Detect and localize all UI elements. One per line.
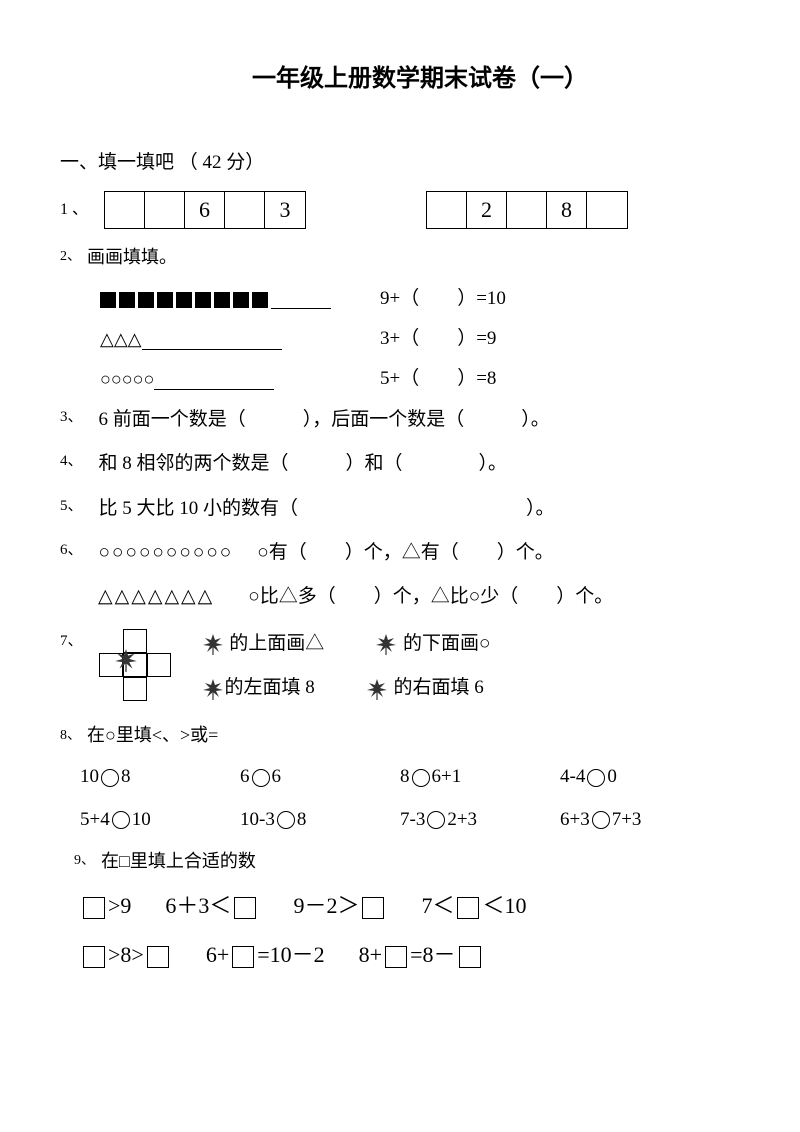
q-num: 6、	[60, 538, 83, 568]
q7-r1b: 的下面画○	[403, 633, 490, 654]
compare-expr: 7-32+3	[400, 805, 560, 835]
compare-expr: 10-38	[240, 805, 400, 835]
leaf-icon	[365, 677, 389, 701]
page-title: 一年级上册数学期末试卷（一）	[100, 60, 740, 98]
q9-rows: >9 6＋3＜ 9－2＞ 7＜＜10 >8> 6+=10－2 8+=8－	[80, 888, 740, 972]
q-num: 3、	[60, 405, 83, 435]
box-cell	[225, 192, 265, 228]
box-cell: 8	[547, 192, 587, 228]
compare-expr: 5+410	[80, 805, 240, 835]
number-boxes-1: 6 3	[104, 191, 306, 229]
leaf-icon	[201, 632, 225, 656]
fill-box-expr: 8+=8－	[359, 937, 484, 972]
shapes-with-blank: △△△	[100, 325, 380, 354]
fill-box-expr: 9－2＞	[293, 888, 387, 923]
q8-label: 在○里填<、>或=	[87, 721, 218, 750]
equation: 3+（ ）=9	[380, 324, 496, 354]
compare-expr: 86+1	[400, 762, 560, 792]
q2-line: ○○○○○5+（ ）=8	[100, 364, 740, 394]
q2-label: 画画填填。	[87, 243, 177, 272]
q-num: 5、	[60, 494, 83, 524]
equation: 9+（ ）=10	[380, 284, 506, 314]
question-5: 5、 比 5 大比 10 小的数有（ ）。	[60, 494, 740, 524]
leaf-icon	[374, 632, 398, 656]
box-cell	[587, 192, 627, 228]
box-cell	[427, 192, 467, 228]
number-boxes-2: 2 8	[426, 191, 628, 229]
box-cell	[507, 192, 547, 228]
question-8-head: 8、 在○里填<、>或=	[60, 721, 740, 750]
question-2-head: 2、 画画填填。	[60, 243, 740, 272]
compare-expr: 4-40	[560, 762, 720, 792]
q7-r1a: 的上面画△	[229, 633, 324, 654]
fill-box-expr: >9	[80, 888, 131, 923]
compare-expr: 108	[80, 762, 240, 792]
q5-text: 比 5 大比 10 小的数有（ ）。	[99, 494, 555, 524]
leaf-icon	[113, 647, 139, 673]
q-num: 7、	[60, 629, 83, 653]
shapes-with-blank: ○○○○○	[100, 365, 380, 394]
q9-label: 在□里填上合适的数	[101, 847, 256, 876]
compare-expr: 66	[240, 762, 400, 792]
equation: 5+（ ）=8	[380, 364, 496, 394]
box-cell: 3	[265, 192, 305, 228]
shapes-with-blank	[100, 284, 380, 313]
question-1: 1 、 6 3 2 8	[60, 191, 740, 229]
q6-text: ○有（ ）个，△有（ ）个。	[257, 538, 553, 568]
question-4: 4、 和 8 相邻的两个数是（ ）和（ ）。	[60, 449, 740, 479]
compare-expr: 6+37+3	[560, 805, 720, 835]
question-6-line1: 6、 ○○○○○○○○○○ ○有（ ）个，△有（ ）个。	[60, 538, 740, 568]
box-cell	[105, 192, 145, 228]
q6-text2: ○比△多（ ）个，△比○少（ ）个。	[248, 582, 613, 612]
q2-line: △△△3+（ ）=9	[100, 324, 740, 354]
q-num: 9、	[74, 850, 95, 872]
fill-box-expr: >8>	[80, 937, 172, 972]
fill-box-expr: 6＋3＜	[165, 888, 259, 923]
q-num: 8、	[60, 725, 81, 747]
leaf-icon	[201, 677, 225, 701]
q-num: 4、	[60, 449, 83, 479]
question-3: 3、 6 前面一个数是（ ），后面一个数是（ ）。	[60, 405, 740, 435]
q4-text: 和 8 相邻的两个数是（ ）和（ ）。	[99, 449, 508, 479]
q7-r2b: 的右面填 6	[394, 677, 484, 698]
q6-shapes: ○○○○○○○○○○	[99, 538, 234, 568]
fill-box-expr: 7＜＜10	[421, 888, 526, 923]
q2-line: 9+（ ）=10	[100, 284, 740, 314]
question-7: 7、 的上面画△ 的下面画○ 的左面填 8 的右面填 6	[60, 629, 740, 704]
box-cell: 6	[185, 192, 225, 228]
cross-grid	[99, 629, 171, 701]
q6-shapes2: △△△△△△△	[98, 582, 214, 612]
q3-text: 6 前面一个数是（ ），后面一个数是（ ）。	[99, 405, 550, 435]
question-6-line2: △△△△△△△ ○比△多（ ）个，△比○少（ ）个。	[88, 582, 740, 612]
q8-grid: 1086686+14-40 5+41010-387-32+36+37+3	[80, 762, 740, 835]
q7-r2a: 的左面填 8	[225, 677, 315, 698]
box-cell	[145, 192, 185, 228]
fill-box-expr: 6+=10－2	[206, 937, 325, 972]
q-num: 1 、	[60, 197, 88, 223]
question-9-head: 9、 在□里填上合适的数	[74, 847, 740, 876]
box-cell: 2	[467, 192, 507, 228]
section-heading: 一、填一填吧 （ 42 分）	[60, 148, 740, 178]
q-num: 2、	[60, 246, 81, 268]
